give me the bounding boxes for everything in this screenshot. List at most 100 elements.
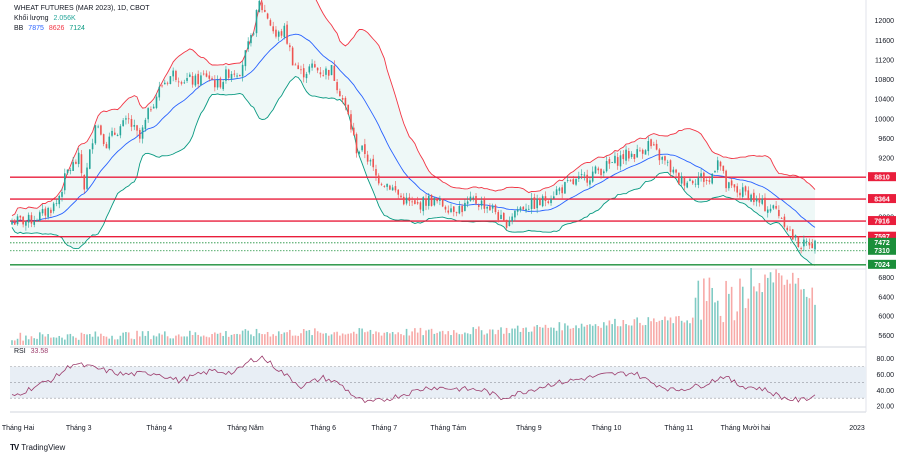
rsi-value: 33.58 [30,348,49,355]
volume-bar [639,322,641,345]
candle-body [728,182,730,189]
volume-bar [597,326,600,345]
volume-bar [486,333,488,345]
candle-body [366,154,369,162]
volume-bar [616,326,619,345]
volume-bar [408,335,411,345]
volume-bar [544,324,547,345]
volume-bar [327,335,330,345]
time-tick-label: 2023 [849,425,865,432]
volume-bar [175,335,177,345]
time-tick-label: Tháng Năm [227,425,264,432]
volume-bar [414,328,416,345]
volume-bar [700,319,702,345]
volume-bar [558,322,561,345]
volume-bar [547,327,550,345]
candle-body [294,64,297,66]
volume-bar [655,322,658,345]
volume-bar [739,278,741,345]
volume-bar [144,335,147,345]
volume-bar [503,333,505,345]
time-tick-label: Tháng 11 [664,425,693,432]
candle-body [255,9,258,34]
volume-bar [116,339,119,345]
volume-bar [675,316,677,345]
volume-bar [814,304,816,345]
volume-bar [283,332,286,345]
level-tag-7916 [868,216,896,226]
volume-bar [139,336,141,345]
candle-body [644,150,647,155]
candle-body [11,221,13,225]
volume-bar [650,321,652,345]
volume-bar [433,333,436,345]
volume-bar [258,333,261,345]
volume-bar [725,280,727,345]
volume-bar [336,331,338,345]
volume-bar [689,323,691,345]
volume-bar [633,319,636,345]
candle-body [650,139,652,147]
candle-body [750,194,752,202]
bb-upper-line [11,0,816,216]
candle-body [764,197,766,212]
volume-bar [33,338,36,345]
volume-bar [528,331,530,345]
candle-body [755,198,758,202]
volume-bar [600,327,602,345]
volume-bar [330,334,333,345]
volume-bar [169,338,172,345]
volume-bar [266,331,269,345]
candle-body [472,197,475,199]
level-tag-text: 7597 [874,234,890,241]
candle-body [544,196,547,202]
candle-body [291,47,294,66]
volume-bar [297,335,299,345]
candle-body [803,239,805,247]
tradingview-brand[interactable]: TV TradingView [10,443,65,452]
candle-body [116,135,119,137]
volume-bar [591,325,594,345]
candle-body [653,144,655,146]
volume-bar [728,293,730,345]
candle-body [430,194,433,206]
volume-bar [252,336,255,345]
volume-bar [541,327,544,345]
volume-bar [603,322,605,345]
bb-legend: BB 7875 8626 7124 [14,25,85,32]
candle-body [789,229,791,231]
volume-bar [241,330,244,345]
candle-body [697,177,700,185]
candle-body [780,218,783,219]
volume-bar [636,317,638,345]
candle-body [811,243,814,249]
volume-bar [286,332,288,345]
volume-bar [88,334,91,345]
candle-body [175,70,177,81]
volume-bar [347,333,350,345]
volume-bar [372,334,375,345]
volume-bar [319,332,322,345]
volume-bar [377,332,380,345]
volume-bar [97,336,99,345]
level-tag-7597 [868,231,896,241]
candle-body [414,200,416,204]
volume-bar [775,269,777,345]
candle-body [327,69,330,76]
candle-body [639,150,641,152]
volume-bar [733,320,736,345]
candle-body [314,64,316,68]
volume-bar [441,330,444,345]
volume-bar [744,308,747,345]
volume-bar [41,334,44,345]
volume-bar [711,287,713,345]
candle-body [405,197,408,204]
volume-bar [708,277,711,345]
candle-body [36,220,38,222]
volume-bar [678,315,680,345]
volume-bar [58,335,61,345]
candle-body [94,125,97,144]
volume-bar [316,331,319,345]
candle-body [336,82,338,91]
volume-bar [472,327,475,345]
